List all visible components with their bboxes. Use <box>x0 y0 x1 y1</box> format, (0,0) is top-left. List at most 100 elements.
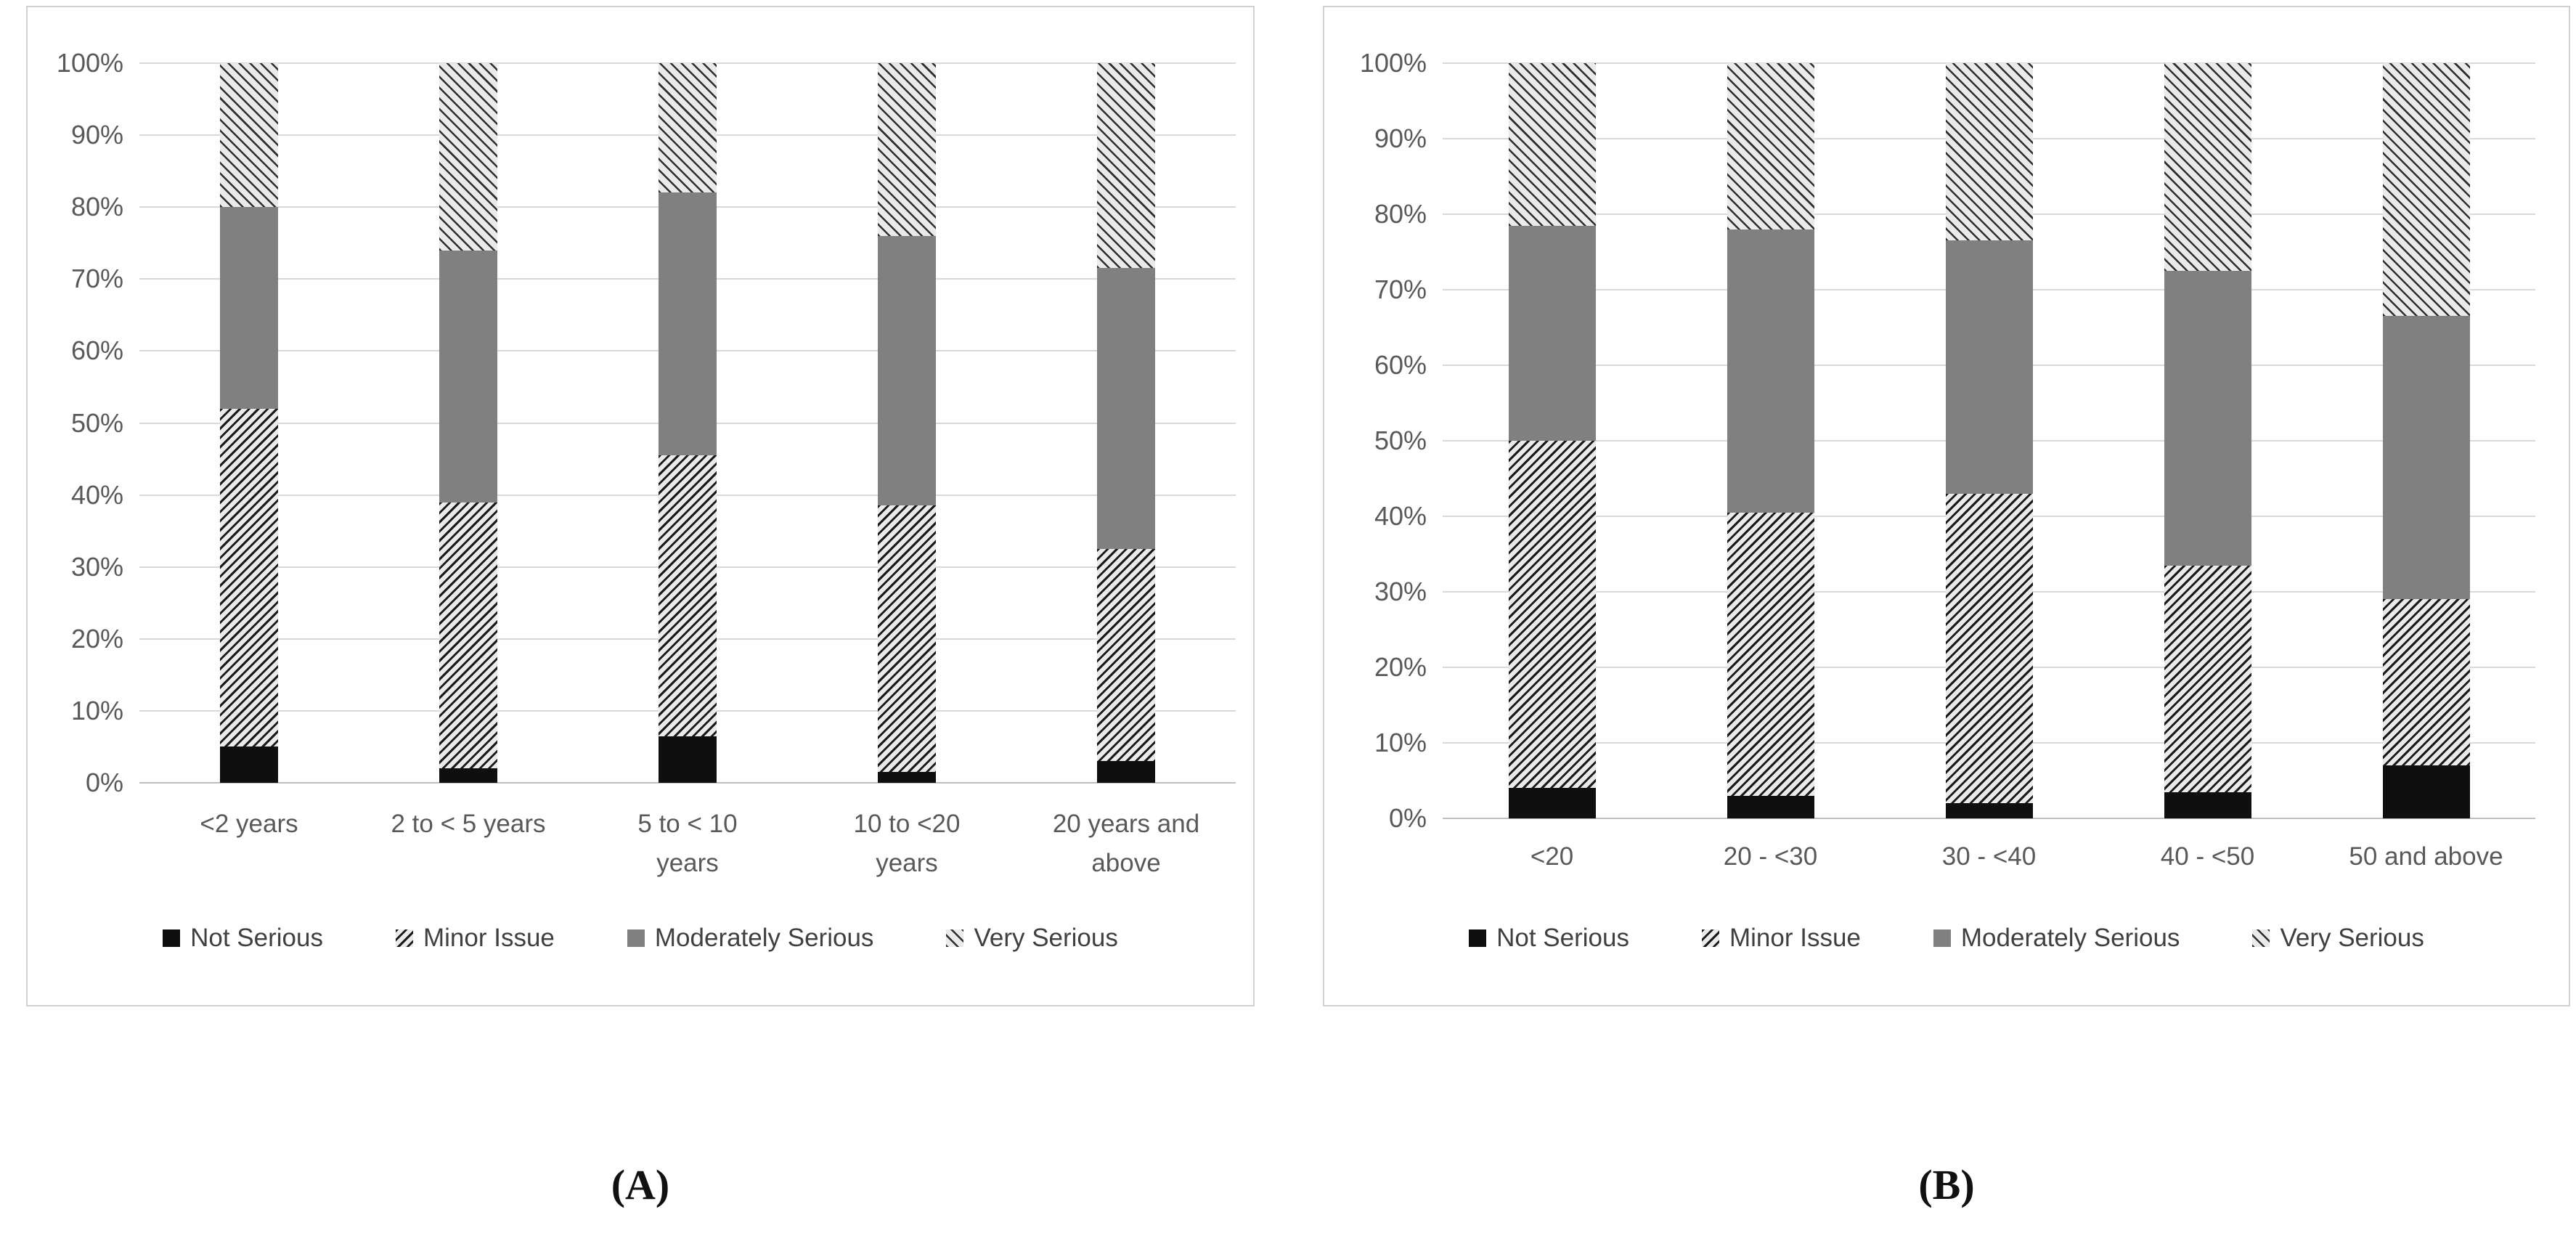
segment-not-serious <box>2164 792 2251 818</box>
legend-item: Moderately Serious <box>1933 924 2180 953</box>
legend-label: Very Serious <box>974 924 1118 952</box>
segment-not-serious <box>2382 765 2470 818</box>
legend-item: Very Serious <box>946 924 1118 953</box>
y-axis-tick-label: 90% <box>1374 123 1427 153</box>
legend-item: Moderately Serious <box>627 924 874 953</box>
gridline <box>1443 62 2535 64</box>
segment-very-serious <box>1945 63 2033 241</box>
segment-moderately-serious <box>1508 225 1596 442</box>
caption-b: (B) <box>1918 1161 1975 1208</box>
x-axis-category-label: <2 years <box>200 810 298 838</box>
chart-panel-a: 0% 10% 20% 30% 40% 50% 60% 70% 80% 90% 100% <2 year… <box>26 6 1255 1006</box>
segment-moderately-serious <box>1097 268 1155 549</box>
segment-not-serious <box>439 768 497 783</box>
x-axis-category-label: 10 to <20 years <box>853 810 961 878</box>
segment-not-serious <box>1097 761 1155 783</box>
gridline <box>139 62 1236 64</box>
bar <box>878 63 936 783</box>
legend-label: Moderately Serious <box>654 924 874 952</box>
segment-moderately-serious <box>220 207 278 409</box>
x-axis-category-label: <20 <box>1530 842 1574 871</box>
legend-swatch-icon <box>2252 929 2270 947</box>
bar <box>439 63 497 783</box>
legend-label: Minor Issue <box>1729 924 1861 952</box>
segment-minor-issue <box>2164 565 2251 792</box>
segment-very-serious <box>878 63 936 236</box>
x-axis-category-label: 5 to < 10 years <box>637 810 738 878</box>
segment-very-serious <box>220 63 278 208</box>
y-axis-tick-label: 20% <box>1374 652 1427 682</box>
segment-very-serious <box>439 63 497 251</box>
y-axis-tick-label: 0% <box>85 768 123 797</box>
legend-swatch-icon <box>163 929 181 947</box>
legend-label: Moderately Serious <box>1960 924 2180 952</box>
y-axis-tick-label: 60% <box>70 335 123 366</box>
y-axis-tick-label: 30% <box>1374 577 1427 606</box>
bar <box>2382 63 2470 818</box>
segment-moderately-serious <box>2382 316 2470 600</box>
segment-minor-issue <box>1727 512 1814 796</box>
segment-not-serious <box>1945 803 2033 818</box>
segment-moderately-serious <box>878 235 936 506</box>
legend: Not Serious Minor Issue Moderately Serious… <box>1324 924 2569 953</box>
x-axis-line <box>1443 818 2535 819</box>
x-axis-category-label: 2 to < 5 years <box>391 810 546 838</box>
legend-item: Not Serious <box>1469 924 1629 953</box>
y-axis-tick-label: 80% <box>70 192 123 222</box>
bar <box>1727 63 1814 818</box>
x-axis-line <box>139 782 1236 784</box>
caption-a: (A) <box>611 1161 670 1208</box>
segment-moderately-serious <box>1727 229 1814 513</box>
y-axis-tick-label: 100% <box>56 48 123 78</box>
segment-not-serious <box>1508 788 1596 818</box>
segment-moderately-serious <box>439 250 497 503</box>
x-axis-category-label: 40 - <50 <box>2160 842 2255 871</box>
segment-very-serious <box>2382 63 2470 317</box>
legend-item: Minor Issue <box>1701 924 1861 953</box>
segment-minor-issue <box>1945 493 2033 804</box>
segment-minor-issue <box>2382 599 2470 766</box>
legend-swatch-icon <box>627 929 645 947</box>
legend-swatch-icon <box>946 929 964 947</box>
bar <box>1097 63 1155 783</box>
segment-very-serious <box>2164 63 2251 272</box>
segment-minor-issue <box>1508 441 1596 789</box>
y-axis-tick-label: 40% <box>70 479 123 510</box>
segment-minor-issue <box>439 502 497 769</box>
y-axis-tick-label: 50% <box>70 407 123 438</box>
segment-moderately-serious <box>659 192 717 456</box>
y-axis-tick-label: 30% <box>70 551 123 582</box>
segment-very-serious <box>1097 63 1155 269</box>
x-axis-category-label: 50 and above <box>2349 842 2503 871</box>
y-axis-tick-label: 0% <box>1388 803 1427 833</box>
legend-swatch-icon <box>1469 929 1487 947</box>
legend-label: Very Serious <box>2280 924 2424 952</box>
y-axis-tick-label: 50% <box>1374 426 1427 455</box>
segment-very-serious <box>659 63 717 193</box>
segment-minor-issue <box>878 505 936 773</box>
legend-swatch-icon <box>395 929 413 947</box>
legend-label: Minor Issue <box>423 924 555 952</box>
y-axis-tick-label: 70% <box>1374 274 1427 304</box>
segment-very-serious <box>1727 63 1814 229</box>
legend-swatch-icon <box>1933 929 1951 947</box>
legend-item: Minor Issue <box>395 924 555 953</box>
y-axis-tick-label: 60% <box>1374 350 1427 380</box>
bar <box>659 63 717 783</box>
segment-not-serious <box>1727 795 1814 818</box>
segment-not-serious <box>220 746 278 783</box>
segment-moderately-serious <box>1945 240 2033 494</box>
x-axis-category-label: 30 - <40 <box>1941 842 2037 871</box>
segment-very-serious <box>1508 63 1596 226</box>
chart-panel-b: 0% 10% 20% 30% 40% 50% 60% 70% 80% 90% 100% <20 20 -… <box>1323 6 2570 1006</box>
segment-moderately-serious <box>2164 271 2251 566</box>
y-axis-tick-label: 20% <box>70 623 123 654</box>
segment-minor-issue <box>220 408 278 747</box>
legend-swatch-icon <box>1701 929 1719 947</box>
segment-not-serious <box>659 736 717 783</box>
y-axis-tick-label: 10% <box>1374 728 1427 757</box>
legend-item: Very Serious <box>2252 924 2424 953</box>
y-axis-tick-label: 80% <box>1374 199 1427 229</box>
segment-not-serious <box>878 772 936 783</box>
